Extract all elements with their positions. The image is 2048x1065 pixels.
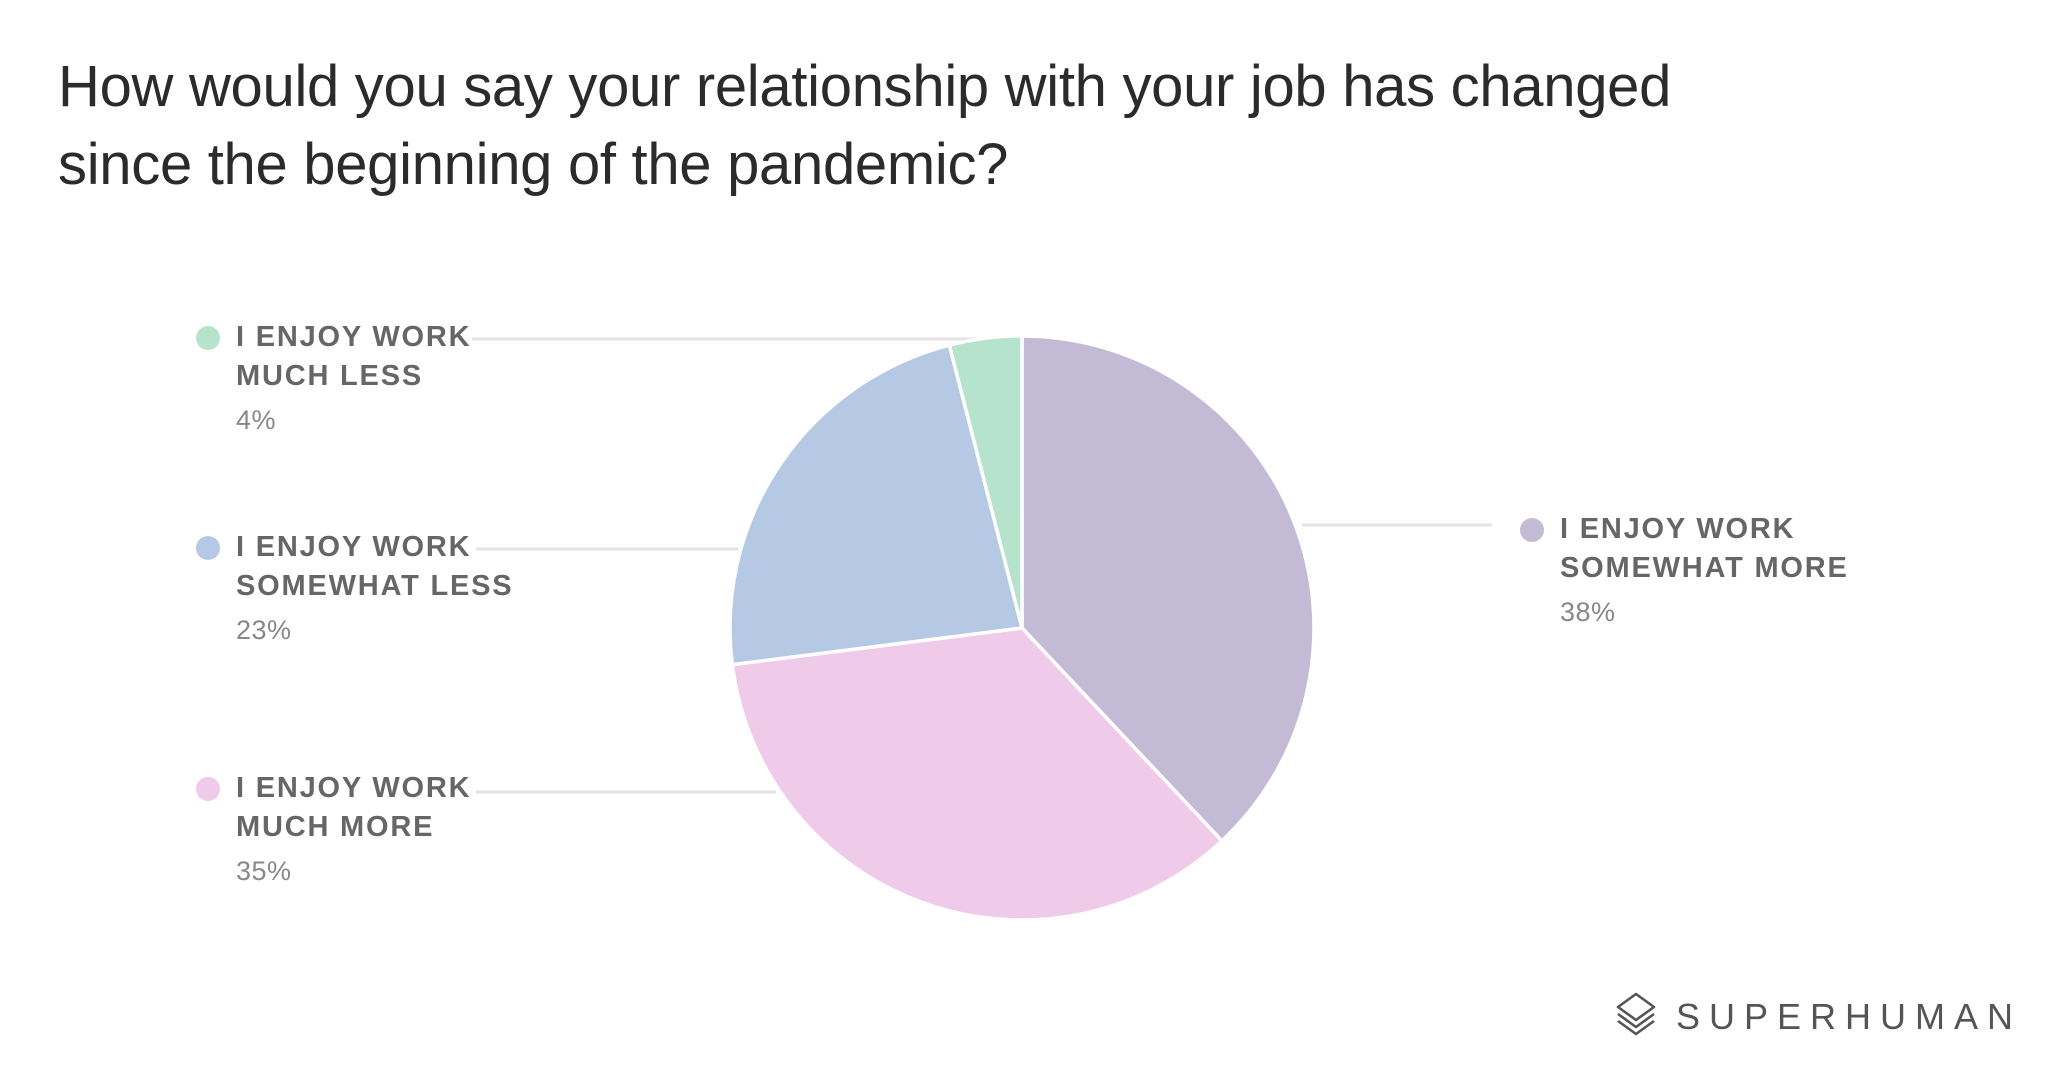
- legend-dot-much-less: [196, 326, 220, 350]
- legend-value-much-more: 35%: [236, 856, 292, 886]
- legend-dot-somewhat-less: [196, 536, 220, 560]
- superhuman-logo-icon: [1614, 991, 1658, 1042]
- pie-slice-somewhat-more: [1020, 334, 1316, 843]
- brand: SUPERHUMAN: [1614, 991, 2022, 1042]
- legend-value-somewhat-more: 38%: [1560, 597, 1616, 627]
- legend-label-somewhat-less: I ENJOY WORK SOMEWHAT LESS: [236, 531, 514, 602]
- legend-item-somewhat-more: I ENJOY WORK SOMEWHAT MORE 38%: [1520, 510, 1849, 630]
- legend-item-much-more: I ENJOY WORK MUCH MORE 35%: [196, 769, 472, 889]
- legend-item-somewhat-less: I ENJOY WORK SOMEWHAT LESS 23%: [196, 528, 514, 648]
- brand-name: SUPERHUMAN: [1675, 995, 2022, 1037]
- legend-label-somewhat-more: I ENJOY WORK SOMEWHAT MORE: [1560, 513, 1849, 584]
- pie-slice-much-more: [730, 626, 1224, 922]
- legend-dot-somewhat-more: [1520, 518, 1544, 542]
- legend-value-somewhat-less: 23%: [236, 615, 292, 645]
- legend-dot-much-more: [196, 777, 220, 801]
- pie-slice-somewhat-less: [728, 343, 1024, 667]
- legend-item-much-less: I ENJOY WORK MUCH LESS 4%: [196, 318, 472, 438]
- legend-label-much-more: I ENJOY WORK MUCH MORE: [236, 772, 472, 843]
- pie-slice-much-less: [947, 334, 1024, 630]
- legend-value-much-less: 4%: [236, 405, 277, 435]
- legend-label-much-less: I ENJOY WORK MUCH LESS: [236, 321, 472, 392]
- chart-title: How would you say your relationship with…: [58, 54, 1672, 197]
